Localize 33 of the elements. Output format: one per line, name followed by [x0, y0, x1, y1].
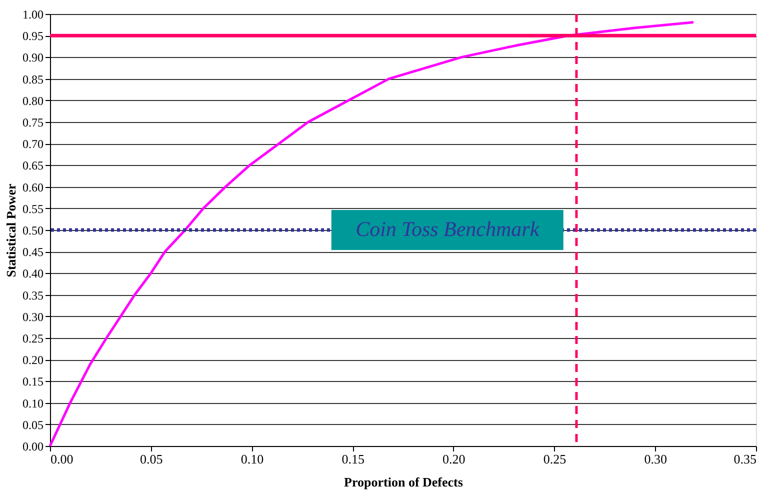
x-axis-title: Proportion of Defects: [344, 474, 463, 490]
x-tick-label: 0.30: [644, 452, 668, 466]
y-tick-label: 0.70: [22, 137, 44, 152]
y-tick-label: 0.30: [22, 310, 44, 324]
y-tick-label: 0.15: [22, 374, 44, 389]
y-tick-label: 0.00: [22, 440, 44, 454]
y-tick-label: 0.10: [22, 396, 44, 410]
x-tick-label: 0.00: [50, 452, 74, 466]
x-tick-label: 0.15: [342, 452, 364, 466]
y-tick-label: 0.85: [22, 72, 44, 86]
x-tick-label: 0.10: [240, 452, 264, 466]
x-tick-label: 0.25: [543, 452, 566, 466]
y-tick-label: 0.45: [22, 245, 44, 260]
x-tick-label: 0.05: [140, 452, 163, 466]
y-tick-label: 0.65: [22, 158, 44, 173]
y-tick-label: 0.90: [22, 50, 44, 65]
y-tick-label: 0.40: [22, 266, 44, 281]
x-tick-label: 0.35: [734, 452, 756, 466]
y-tick-label: 0.05: [22, 418, 44, 432]
y-tick-label: 0.75: [22, 116, 44, 130]
y-tick-label: 0.80: [22, 94, 44, 108]
y-tick-label: 0.35: [22, 288, 44, 302]
y-tick-label: 0.25: [22, 332, 44, 346]
y-tick-label: 0.55: [22, 202, 44, 216]
x-tick-label: 0.20: [442, 452, 466, 466]
y-tick-label: 0.50: [22, 224, 44, 238]
annotation: Coin Toss Benchmark: [356, 217, 540, 241]
y-tick-label: 0.95: [22, 29, 44, 44]
y-tick-label: 1.00: [22, 8, 44, 22]
y-axis-title: Statistical Power: [4, 184, 18, 278]
y-tick-label: 0.60: [22, 180, 44, 194]
y-tick-label: 0.20: [22, 353, 44, 368]
line-series: [48, 20, 695, 448]
